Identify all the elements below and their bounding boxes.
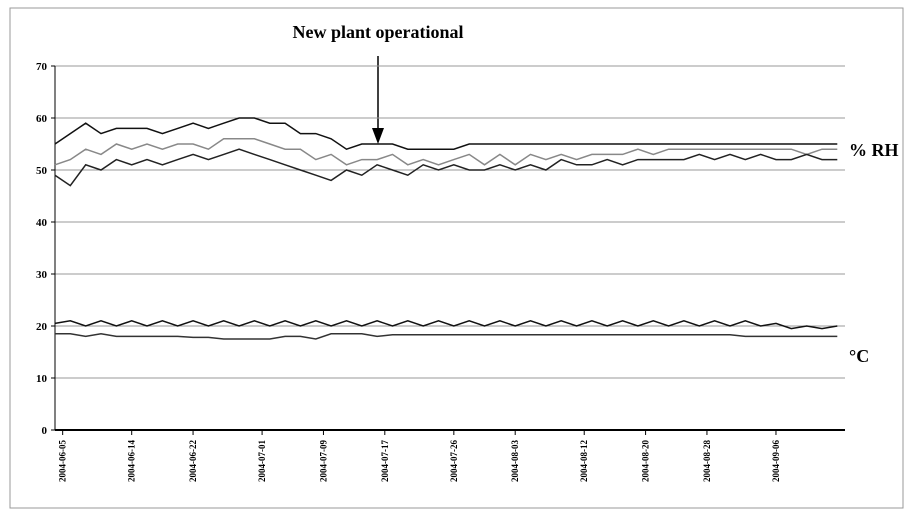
series-label: °C (849, 346, 869, 366)
series-line (54, 117, 838, 151)
frame (9, 7, 904, 509)
x-tick-label: 2004-06-14 (127, 440, 137, 482)
x-tick-label: 2004-09-06 (771, 440, 781, 482)
series-line (55, 333, 838, 340)
series-label: % RH (849, 140, 899, 160)
y-tick-label: 60 (36, 113, 48, 125)
y-tick-label: 70 (36, 61, 48, 73)
x-tick-label: 2004-07-17 (380, 440, 390, 482)
x-tick-label: 2004-08-20 (641, 440, 651, 482)
y-tick-label: 10 (36, 373, 48, 385)
x-tick-label: 2004-08-03 (510, 440, 520, 482)
series-line (54, 148, 838, 187)
x-tick-label: 2004-07-26 (449, 440, 459, 482)
y-tick-label: 20 (36, 321, 48, 333)
x-tick-label: 2004-08-28 (702, 440, 712, 482)
y-tick-label: 50 (36, 165, 48, 177)
x-tick-label: 2004-07-09 (318, 440, 328, 482)
series-line (54, 138, 838, 166)
y-tick-label: 30 (36, 269, 48, 281)
x-tick-label: 2004-06-05 (58, 440, 68, 482)
arrow-head (372, 128, 384, 144)
x-tick-label: 2004-08-12 (579, 440, 589, 482)
x-tick-label: 2004-06-22 (188, 440, 198, 482)
y-tick-label: 0 (42, 425, 48, 437)
x-tick-label: 2004-07-01 (257, 440, 267, 482)
y-tick-label: 40 (36, 217, 48, 229)
series-line (54, 320, 838, 330)
annotation: New plant operational (293, 22, 464, 42)
